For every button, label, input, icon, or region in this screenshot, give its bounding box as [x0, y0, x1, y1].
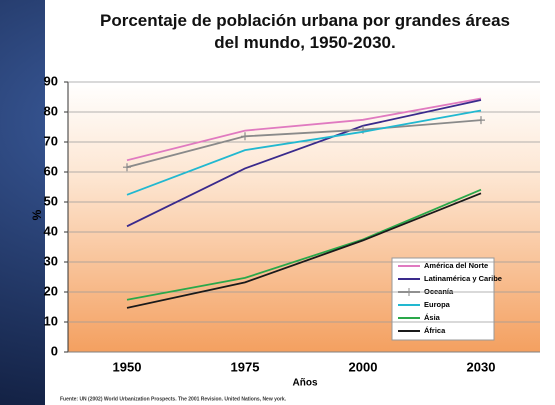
- y-tick-label: 10: [44, 313, 58, 328]
- legend-label: Latinamérica y Caribe: [424, 274, 502, 283]
- legend-label: Ásia: [424, 313, 441, 322]
- y-tick-label: 60: [44, 163, 58, 178]
- x-tick-label: 1950: [113, 359, 142, 374]
- legend-label: Europa: [424, 300, 451, 309]
- y-tick-label: 30: [44, 253, 58, 268]
- y-tick-label: 90: [44, 73, 58, 88]
- x-tick-label: 2000: [349, 359, 378, 374]
- x-axis-label: Años: [293, 378, 318, 389]
- y-tick-label: 80: [44, 103, 58, 118]
- y-tick-label: 70: [44, 133, 58, 148]
- y-axis-label: %: [30, 209, 44, 220]
- x-tick-label: 1975: [231, 359, 260, 374]
- y-tick-label: 40: [44, 223, 58, 238]
- y-tick-label: 50: [44, 193, 58, 208]
- y-tick-label: 20: [44, 283, 58, 298]
- y-tick-label: 0: [51, 343, 58, 358]
- legend-label: Oceanía: [424, 287, 454, 296]
- slide: Porcentaje de población urbana por grand…: [0, 0, 555, 405]
- legend-label: África: [424, 326, 446, 335]
- x-tick-label: 2030: [467, 359, 496, 374]
- source-note: Fuente: UN (2002) World Urbanization Pro…: [60, 396, 287, 402]
